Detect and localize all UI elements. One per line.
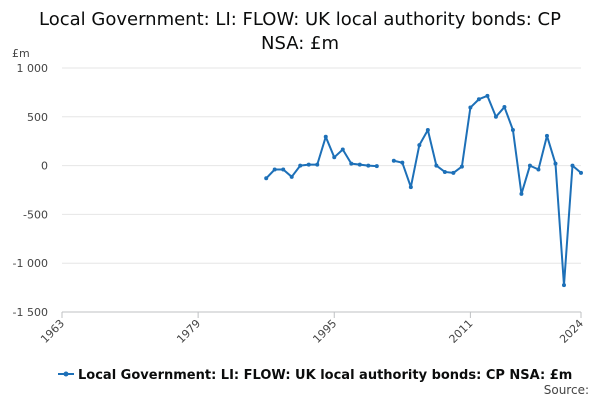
- data-point[interactable]: [417, 143, 422, 148]
- chart-title-line-1: Local Government: LI: FLOW: UK local aut…: [39, 9, 561, 30]
- data-point[interactable]: [315, 162, 320, 167]
- y-axis-unit-label: £m: [12, 47, 30, 60]
- y-tick-label: 0: [41, 160, 48, 173]
- data-point[interactable]: [493, 114, 498, 119]
- y-tick-label: 1 000: [17, 62, 49, 75]
- data-point[interactable]: [544, 133, 549, 138]
- data-point[interactable]: [468, 105, 473, 110]
- data-point[interactable]: [502, 105, 507, 110]
- y-tick-label: -500: [23, 208, 48, 221]
- data-point[interactable]: [349, 161, 354, 166]
- data-point[interactable]: [332, 155, 337, 160]
- data-series: [264, 93, 583, 288]
- data-point[interactable]: [281, 167, 286, 172]
- data-point[interactable]: [434, 163, 439, 168]
- data-point[interactable]: [366, 163, 371, 168]
- y-tick-label: -1 500: [13, 306, 48, 319]
- data-point[interactable]: [459, 164, 464, 169]
- x-tick-label: 2011: [447, 317, 476, 346]
- data-point[interactable]: [323, 134, 328, 139]
- x-axis: 1963 1979 1995 2011 2024: [38, 312, 586, 346]
- data-point[interactable]: [570, 163, 575, 168]
- data-point[interactable]: [561, 283, 566, 288]
- data-point[interactable]: [400, 160, 405, 165]
- data-point[interactable]: [579, 170, 583, 175]
- data-point[interactable]: [451, 170, 456, 175]
- data-point[interactable]: [519, 191, 524, 196]
- data-point[interactable]: [425, 127, 430, 132]
- x-tick-label: 2024: [557, 317, 586, 346]
- data-point[interactable]: [306, 162, 311, 167]
- data-point[interactable]: [264, 176, 269, 181]
- data-point[interactable]: [527, 163, 532, 168]
- source-label: Source:: [544, 383, 589, 397]
- data-point[interactable]: [553, 161, 558, 166]
- data-point[interactable]: [510, 127, 515, 132]
- data-point[interactable]: [298, 163, 303, 168]
- series-line: [265, 135, 378, 180]
- data-point[interactable]: [536, 167, 541, 172]
- legend[interactable]: Local Government: LI: FLOW: UK local aut…: [58, 368, 572, 383]
- data-point[interactable]: [408, 185, 413, 190]
- data-point[interactable]: [391, 158, 396, 163]
- legend-marker-swatch: [63, 371, 69, 377]
- data-point[interactable]: [374, 164, 379, 169]
- legend-series-label: Local Government: LI: FLOW: UK local aut…: [78, 368, 572, 383]
- data-point[interactable]: [442, 169, 447, 174]
- data-point[interactable]: [485, 93, 490, 98]
- data-point[interactable]: [340, 147, 345, 152]
- data-point[interactable]: [357, 162, 362, 167]
- y-axis-ticks: 1 000 500 0 -500 -1 000 -1 500: [13, 62, 48, 319]
- data-point[interactable]: [289, 174, 294, 179]
- series-line: [392, 94, 582, 287]
- y-tick-label: -1 000: [13, 257, 48, 270]
- y-tick-label: 500: [27, 111, 48, 124]
- data-point[interactable]: [476, 97, 481, 102]
- x-tick-label: 1979: [174, 317, 203, 346]
- x-tick-label: 1963: [38, 317, 67, 346]
- data-point[interactable]: [272, 167, 277, 172]
- gridlines: [62, 67, 581, 313]
- x-tick-label: 1995: [310, 317, 339, 346]
- chart-title-line-2: NSA: £m: [261, 33, 339, 54]
